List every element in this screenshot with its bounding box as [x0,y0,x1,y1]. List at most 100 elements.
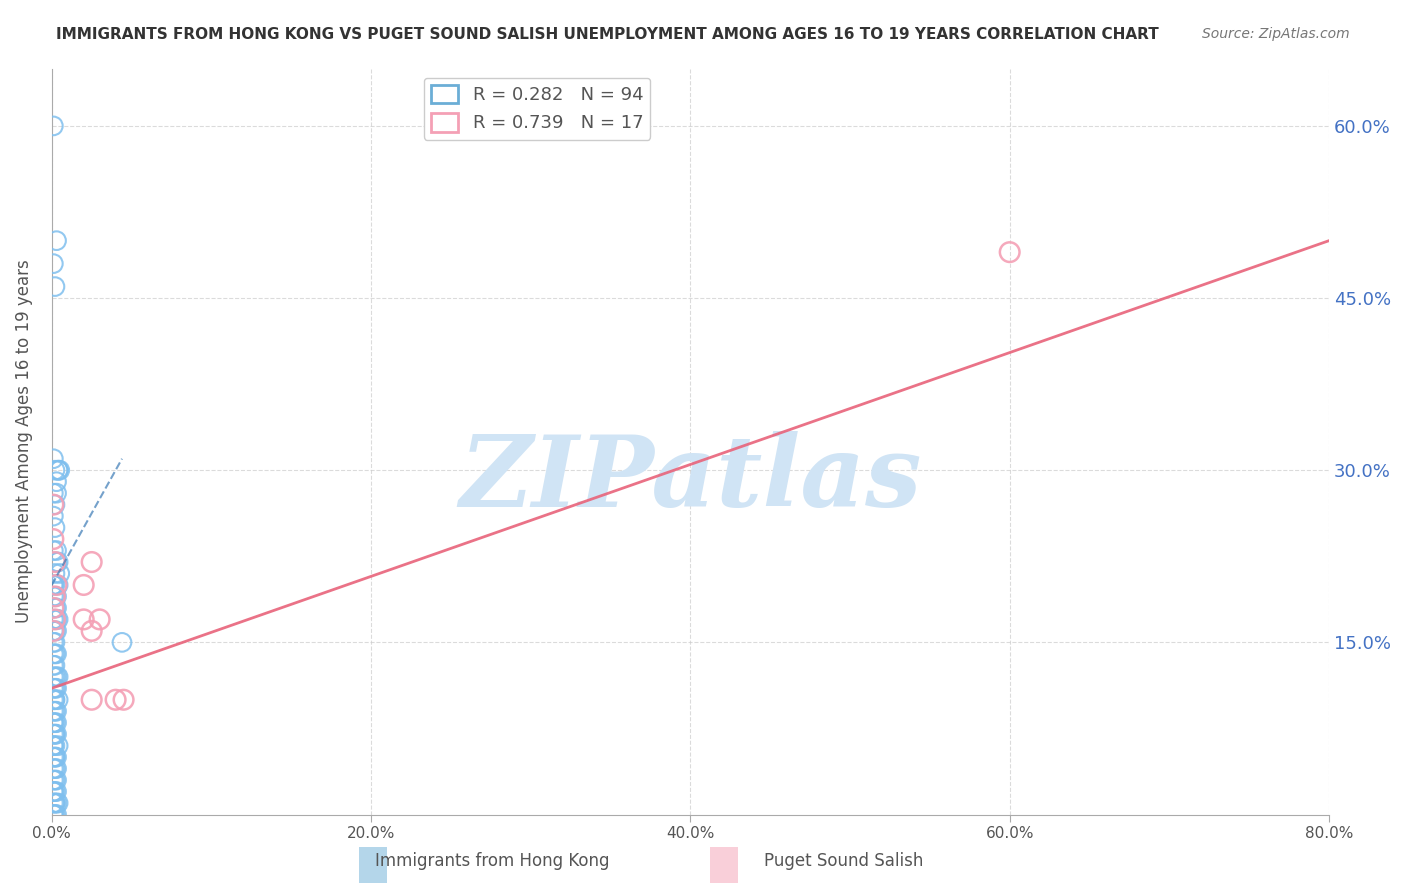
Point [45,715,67,730]
Point [42,784,65,798]
Point [73,578,96,592]
Point [44,670,66,684]
Point [45,475,67,489]
Point [45,234,67,248]
Point [44,796,66,810]
Point [42,739,65,753]
Point [46,692,69,706]
Point [44,796,66,810]
Point [45,704,67,718]
Text: 0.739: 0.739 [519,123,576,141]
Point [42,807,65,822]
Text: R =: R = [474,123,512,141]
Point [45,750,67,764]
Point [46,463,69,477]
Point [44,727,66,741]
Point [46,463,69,477]
Point [42,658,65,673]
Point [44,463,66,477]
Point [42,257,65,271]
Point [42,624,65,638]
Point [42,451,65,466]
Point [104,692,127,706]
Point [45,762,67,776]
Y-axis label: Unemployment Among Ages 16 to 19 years: Unemployment Among Ages 16 to 19 years [15,260,32,624]
Point [44,773,66,788]
Point [44,739,66,753]
Point [44,784,66,798]
Point [73,612,96,626]
Point [46,578,69,592]
Point [44,750,66,764]
FancyBboxPatch shape [704,840,744,890]
Point [44,578,66,592]
Text: Immigrants from Hong Kong: Immigrants from Hong Kong [375,852,609,870]
Point [42,119,65,133]
Text: 94: 94 [620,95,645,113]
Point [45,543,67,558]
Point [44,704,66,718]
Point [44,612,66,626]
Point [44,498,66,512]
Point [45,727,67,741]
Point [42,715,65,730]
Point [44,590,66,604]
Text: Puget Sound Salish: Puget Sound Salish [763,852,924,870]
Point [42,486,65,500]
Text: 17: 17 [620,123,645,141]
Point [44,692,66,706]
Point [48,566,70,581]
Point [44,715,66,730]
Point [42,692,65,706]
Point [80,692,103,706]
Point [111,635,134,649]
Text: N =: N = [582,95,621,113]
Text: N =: N = [582,123,621,141]
Text: IMMIGRANTS FROM HONG KONG VS PUGET SOUND SALISH UNEMPLOYMENT AMONG AGES 16 TO 19: IMMIGRANTS FROM HONG KONG VS PUGET SOUND… [56,27,1159,42]
Point [112,692,135,706]
Point [46,739,69,753]
Point [44,555,66,569]
Point [44,762,66,776]
Text: Source: ZipAtlas.com: Source: ZipAtlas.com [1202,27,1350,41]
Text: R =: R = [474,95,512,113]
Point [42,704,65,718]
Point [42,624,65,638]
Text: 0.282: 0.282 [519,95,576,113]
Point [42,784,65,798]
Point [44,635,66,649]
Point [46,670,69,684]
Point [89,612,111,626]
Point [42,498,65,512]
Point [48,463,70,477]
Point [42,590,65,604]
Point [45,624,67,638]
Point [42,796,65,810]
Point [80,624,103,638]
Point [45,590,67,604]
Point [42,739,65,753]
Point [46,796,69,810]
Point [44,658,66,673]
Point [42,762,65,776]
Point [44,807,66,822]
Point [44,566,66,581]
Point [44,612,66,626]
Legend: R = 0.282   N = 94, R = 0.739   N = 17: R = 0.282 N = 94, R = 0.739 N = 17 [423,78,651,140]
Point [42,807,65,822]
Point [80,555,103,569]
Point [44,601,66,615]
Point [42,601,65,615]
Point [42,532,65,546]
Point [44,624,66,638]
Point [42,543,65,558]
Point [42,647,65,661]
Point [42,670,65,684]
Point [45,647,67,661]
Text: ZIPatlas: ZIPatlas [460,431,921,527]
Point [46,555,69,569]
Point [45,784,67,798]
FancyBboxPatch shape [353,840,392,890]
Point [45,601,67,615]
Point [42,578,65,592]
